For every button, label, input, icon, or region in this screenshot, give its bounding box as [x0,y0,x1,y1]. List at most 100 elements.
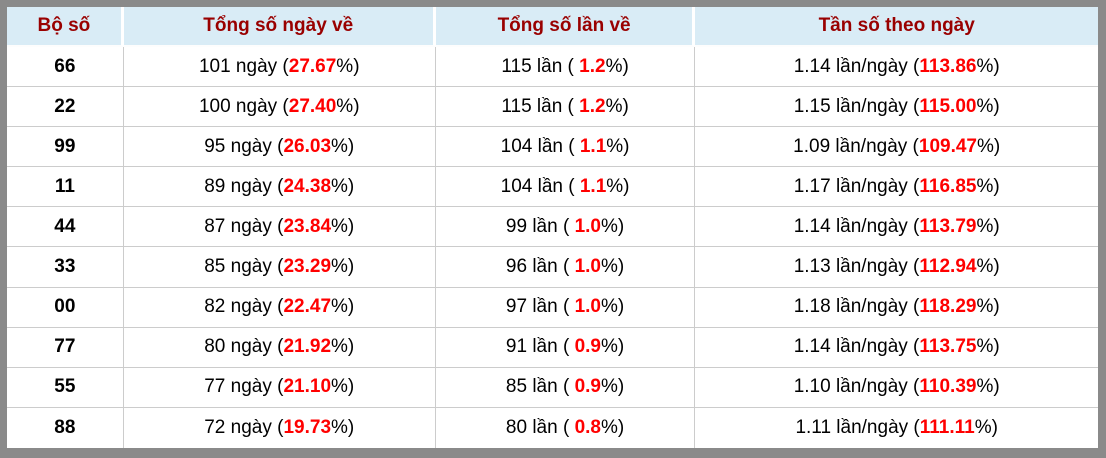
header-total-days: Tổng số ngày về [123,7,436,47]
highlight-percentage: 118.29 [919,296,977,318]
table-row: 55 77 ngày (21.10%) 85 lần ( 0.9%) 1.10 lần… [7,367,1098,408]
header-number-set: Bộ số [7,7,124,47]
cell-times: 104 lần ( 1.1%) [435,127,696,168]
cell-set: 11 [7,167,124,208]
cell-text: %) [606,135,630,157]
highlight-percentage: 0.8 [574,416,601,438]
highlight-percentage: 109.47 [918,135,977,157]
cell-text: 11 [54,175,75,197]
cell-set: 33 [7,247,124,288]
cell-text: %) [331,296,355,318]
cell-text: 72 ngày ( [204,416,284,438]
cell-times: 91 lần ( 0.9%) [435,327,696,368]
cell-frequency: 1.14 lần/ngày (113.86%) [695,47,1098,88]
cell-text: 1.18 lần/ngày ( [793,296,920,318]
highlight-percentage: 26.03 [283,135,332,157]
cell-text: 101 ngày ( [198,55,289,77]
cell-text: %) [976,215,1000,237]
highlight-percentage: 1.0 [574,296,601,318]
cell-text: 96 lần ( [505,256,575,278]
cell-frequency: 1.14 lần/ngày (113.75%) [695,327,1098,368]
cell-text: 104 lần ( [500,135,580,157]
cell-text: 1.14 lần/ngày ( [793,336,920,358]
cell-text: %) [974,416,998,438]
cell-times: 104 lần ( 1.1%) [435,167,696,208]
cell-text: 115 lần ( [501,95,580,117]
cell-text: %) [977,135,1001,157]
cell-text: %) [976,175,1000,197]
cell-text: %) [331,135,355,157]
cell-text: %) [601,215,625,237]
cell-days: 85 ngày (23.29%) [123,247,436,288]
cell-frequency: 1.18 lần/ngày (118.29%) [695,287,1098,328]
cell-text: 85 ngày ( [204,256,284,278]
highlight-percentage: 24.38 [283,175,332,197]
highlight-percentage: 1.0 [574,215,601,237]
cell-text: 77 [54,336,76,358]
cell-days: 100 ngày (27.40%) [123,87,436,128]
cell-text: 88 [54,416,76,438]
cell-text: %) [976,376,1000,398]
cell-text: %) [331,336,355,358]
lottery-stats-table: Bộ số Tổng số ngày về Tổng số lần về Tần… [7,7,1098,448]
highlight-percentage: 23.29 [283,256,332,278]
table-row: 99 95 ngày (26.03%) 104 lần ( 1.1%) 1.09 lầ… [7,127,1098,168]
highlight-percentage: 1.1 [579,175,607,197]
cell-days: 77 ngày (21.10%) [123,367,436,408]
table-row: 66 101 ngày (27.67%) 115 lần ( 1.2%) 1.14 l… [7,47,1098,88]
cell-days: 80 ngày (21.92%) [123,327,436,368]
highlight-percentage: 21.10 [283,376,332,398]
cell-set: 00 [7,287,124,328]
cell-text: 80 ngày ( [204,336,284,358]
cell-frequency: 1.10 lần/ngày (110.39%) [695,367,1098,408]
highlight-percentage: 115.00 [919,95,977,117]
cell-text: %) [601,336,625,358]
cell-set: 77 [7,327,124,368]
table-row: 11 89 ngày (24.38%) 104 lần ( 1.1%) 1.17 lầ… [7,167,1098,208]
cell-frequency: 1.17 lần/ngày (116.85%) [695,167,1098,208]
cell-days: 89 ngày (24.38%) [123,167,436,208]
cell-text: %) [976,336,1000,358]
cell-text: 99 [54,135,76,157]
cell-text: 87 ngày ( [204,215,284,237]
cell-text: %) [605,95,629,117]
cell-text: %) [336,55,360,77]
cell-text: %) [976,55,1000,77]
cell-text: %) [331,215,355,237]
cell-text: 1.11 lần/ngày ( [795,416,920,438]
highlight-percentage: 27.40 [288,95,337,117]
highlight-percentage: 1.0 [574,256,601,278]
highlight-percentage: 110.39 [919,376,977,398]
cell-text: %) [605,55,629,77]
highlight-percentage: 116.85 [919,175,977,197]
cell-text: 89 ngày ( [204,175,284,197]
highlight-percentage: 1.2 [579,55,606,77]
cell-text: 104 lần ( [500,175,580,197]
cell-text: 1.10 lần/ngày ( [793,376,920,398]
highlight-percentage: 0.9 [574,336,601,358]
cell-days: 72 ngày (19.73%) [123,407,436,448]
cell-text: 85 lần ( [505,376,575,398]
cell-text: 55 [54,376,76,398]
cell-text: %) [601,416,625,438]
cell-text: 95 ngày ( [204,135,284,157]
cell-set: 22 [7,87,124,128]
cell-text: 1.14 lần/ngày ( [793,215,920,237]
cell-frequency: 1.13 lần/ngày (112.94%) [695,247,1098,288]
cell-text: %) [601,376,625,398]
cell-text: 1.14 lần/ngày ( [793,55,920,77]
highlight-percentage: 1.2 [579,95,606,117]
cell-set: 99 [7,127,124,168]
cell-text: %) [336,95,360,117]
cell-text: 100 ngày ( [198,95,289,117]
cell-text: 99 lần ( [505,215,575,237]
cell-text: 80 lần ( [505,416,575,438]
cell-text: 91 lần ( [505,336,575,358]
table-row: 44 87 ngày (23.84%) 99 lần ( 1.0%) 1.14 lần… [7,207,1098,248]
cell-text: 44 [54,215,76,237]
cell-days: 95 ngày (26.03%) [123,127,436,168]
highlight-percentage: 0.9 [574,376,601,398]
cell-days: 101 ngày (27.67%) [123,47,436,88]
cell-times: 96 lần ( 1.0%) [435,247,696,288]
